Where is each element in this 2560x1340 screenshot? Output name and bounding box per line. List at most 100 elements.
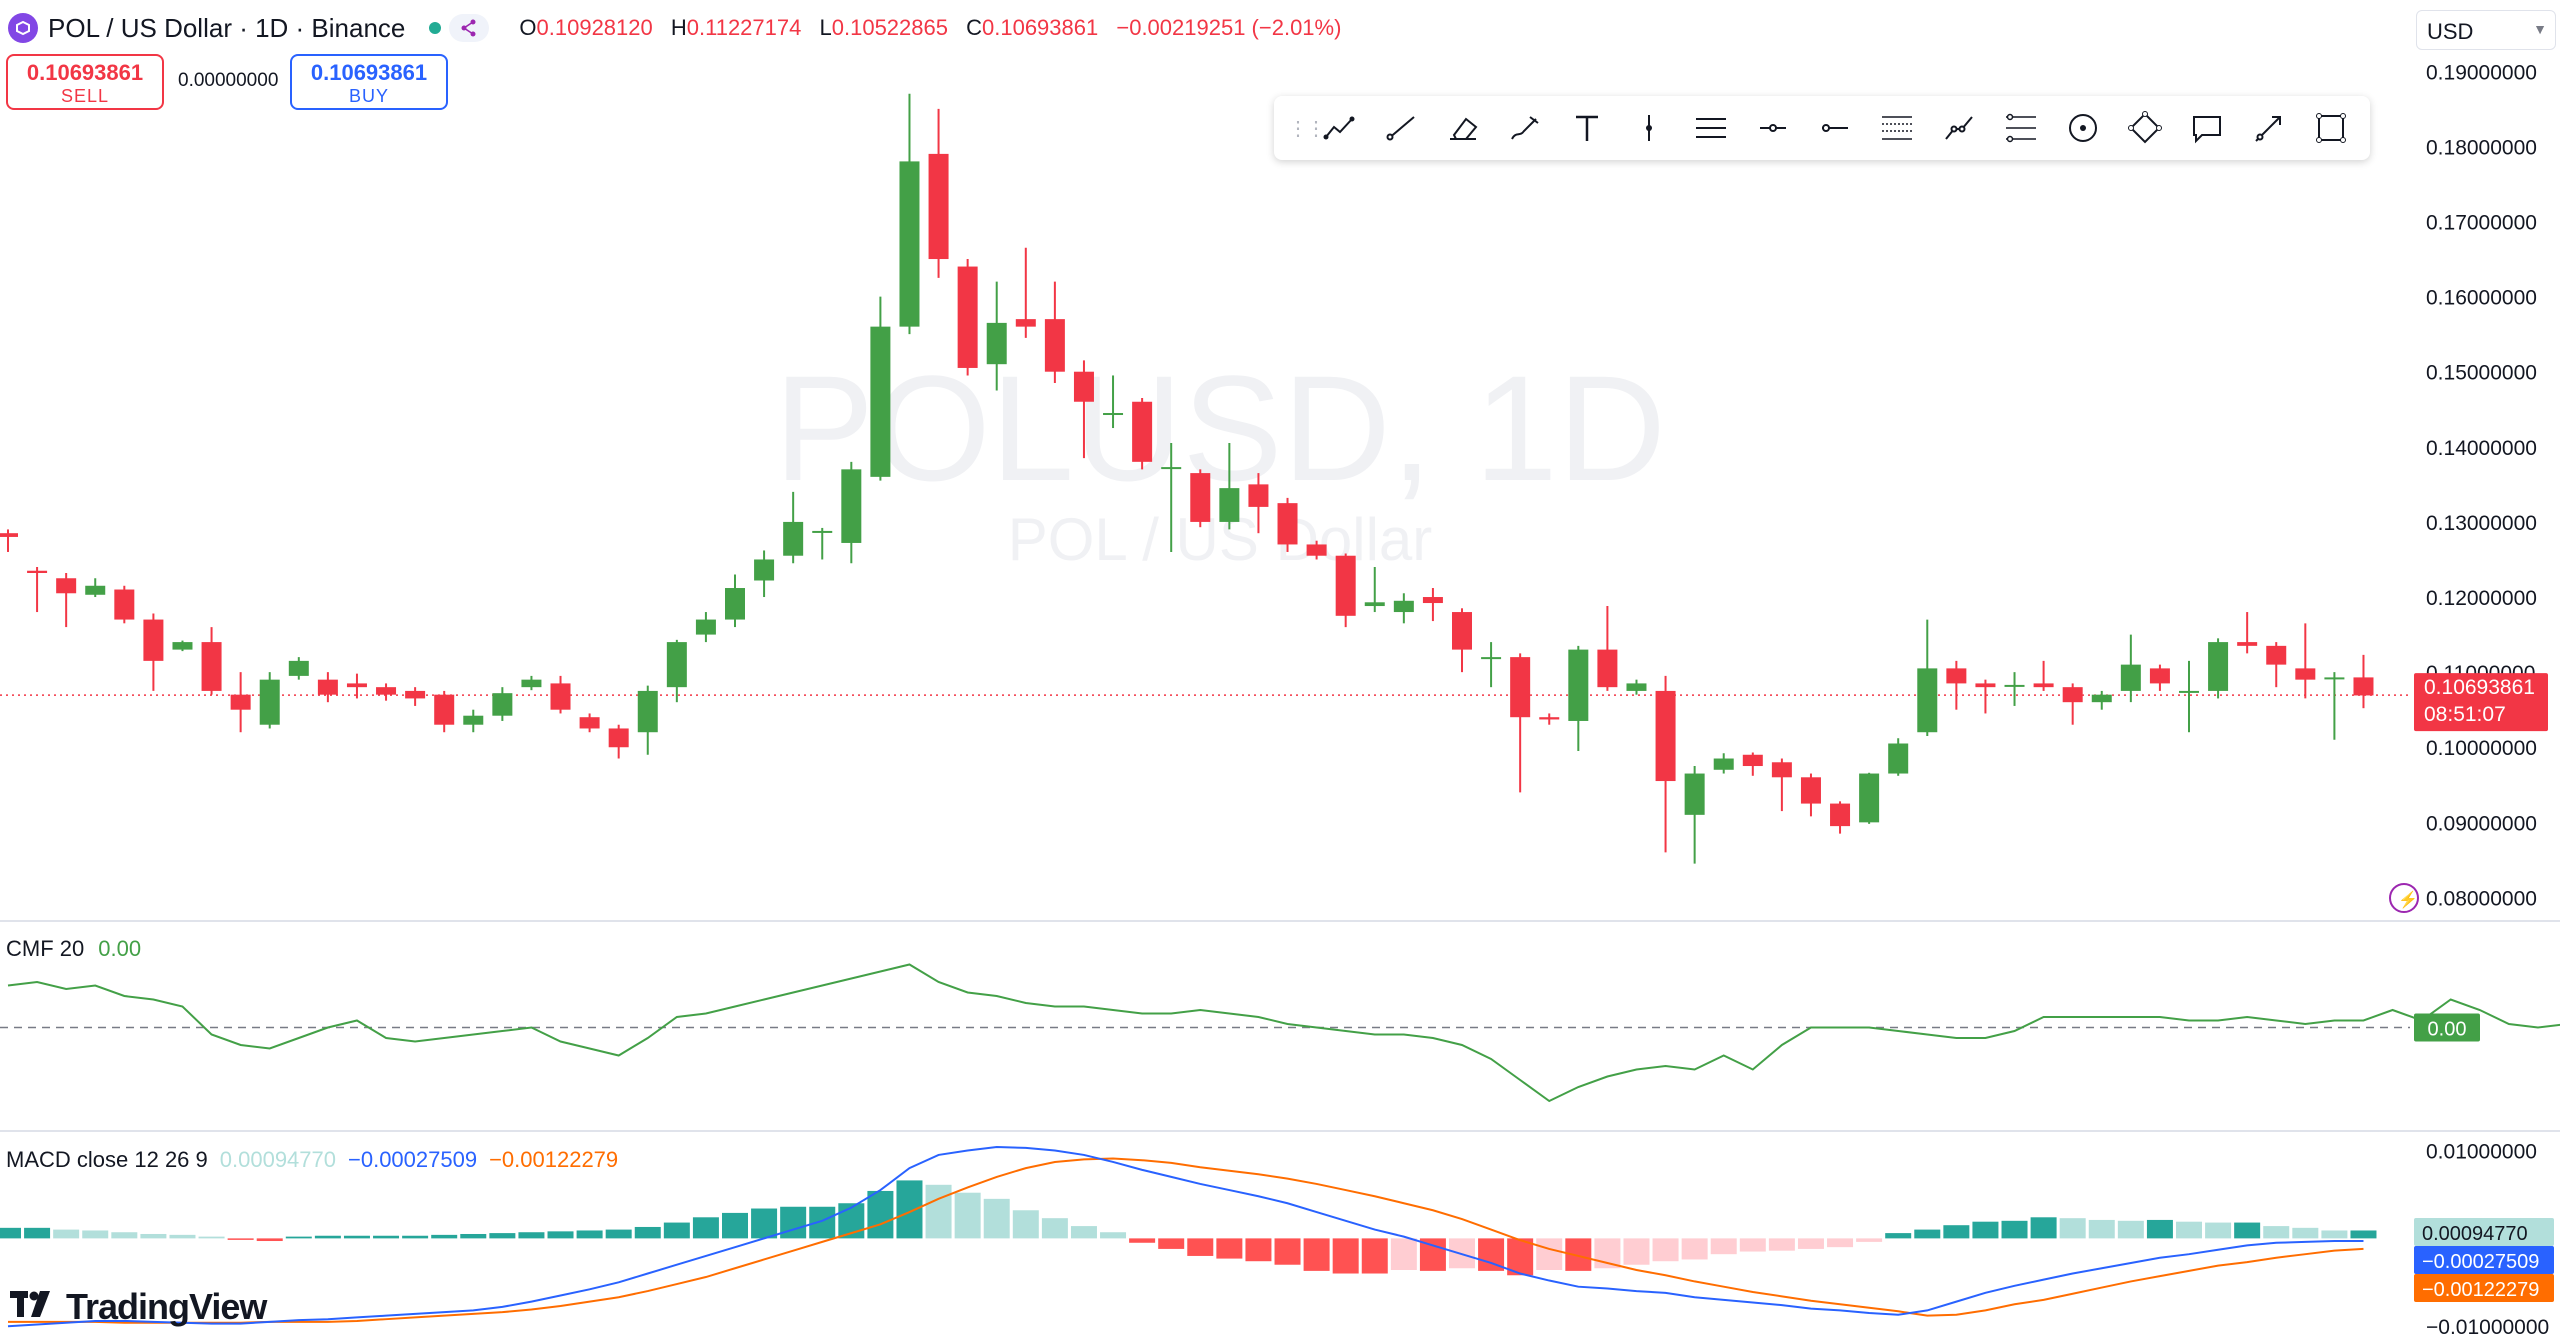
horizontal-ray-tool-button[interactable] [1742, 102, 1804, 154]
candle-body [1452, 612, 1472, 650]
candle-body [1219, 488, 1240, 522]
rectangle-icon [2316, 113, 2346, 143]
low-key: L [819, 15, 832, 40]
vertical-line-tool-button[interactable] [1618, 102, 1680, 154]
candle-body [85, 585, 106, 595]
candle [1684, 766, 1705, 864]
macd-histogram-bar [2001, 1220, 2028, 1239]
parallel-lines-icon [1696, 118, 1726, 138]
macd-histogram-bar [1361, 1238, 1388, 1274]
candle [608, 724, 629, 759]
macd-histogram-bar [634, 1226, 661, 1239]
price-axis-tick: 0.09000000 [2426, 812, 2537, 835]
horizontal-line-tool-button[interactable] [1804, 102, 1866, 154]
candle [1771, 758, 1792, 812]
candle-body [2208, 642, 2229, 691]
candle-body [1975, 683, 1996, 688]
price-axis-tick: 0.14000000 [2426, 437, 2537, 460]
candle-body [2004, 684, 2025, 687]
sell-button[interactable]: 0.10693861 SELL [6, 54, 164, 110]
macd-histogram-bar [2176, 1221, 2202, 1239]
candle-body [2062, 687, 2083, 703]
share-badge[interactable] [449, 14, 490, 42]
candle [2033, 660, 2054, 691]
candle-body [1510, 657, 1531, 718]
rotated-rectangle-tool-button[interactable] [2114, 102, 2176, 154]
candle [928, 108, 949, 278]
market-status-icon[interactable] [429, 22, 442, 34]
ray-tool-button[interactable] [1370, 102, 1432, 154]
trend-line-tool-button[interactable] [1308, 102, 1370, 154]
cmf-legend[interactable]: CMF 20 0.00 [6, 936, 141, 962]
macd-histogram-bar [256, 1238, 283, 1242]
macd-histogram-bar [431, 1234, 458, 1239]
fib-channel-tool-button[interactable] [1990, 102, 2052, 154]
candle [2353, 654, 2374, 709]
buy-button[interactable]: 0.10693861 BUY [290, 54, 448, 110]
candle [1800, 773, 1821, 817]
candle-body [1626, 683, 1647, 691]
circle-tool-button[interactable] [2052, 102, 2114, 154]
macd-histogram-bar [1797, 1238, 1824, 1249]
rectangle-tool-button[interactable] [2300, 102, 2362, 154]
macd-line-badge [2414, 1246, 2554, 1274]
candle-body [463, 715, 484, 725]
candle [1859, 772, 1880, 824]
fib-retracement-icon [1882, 116, 1912, 140]
parallel-lines-tool-button[interactable] [1680, 102, 1742, 154]
candle [2091, 690, 2112, 710]
candle-body [1946, 668, 1967, 684]
macd-histogram-bar [53, 1229, 80, 1239]
candle-body [1742, 754, 1763, 767]
path-tool-button[interactable] [1928, 102, 1990, 154]
macd-histogram-bar [925, 1184, 952, 1239]
drag-handle-icon[interactable]: ⋮⋮ [1288, 117, 1326, 140]
candle [579, 713, 600, 733]
tradingview-logo[interactable]: TradingView [10, 1284, 267, 1329]
candle-body [899, 161, 920, 327]
buy-label: BUY [348, 86, 389, 106]
price-axis-tick: 0.13000000 [2426, 512, 2537, 535]
candle [463, 709, 484, 733]
candle [2149, 664, 2170, 691]
symbol-title[interactable]: POL / US Dollar · 1D · Binance [48, 12, 406, 43]
candle [986, 281, 1007, 391]
text-tool-button[interactable] [1556, 102, 1618, 154]
candle-body [637, 690, 658, 733]
candle [1888, 738, 1909, 776]
candle-body [783, 521, 804, 556]
candle [1306, 540, 1327, 560]
macd-histogram-bar [1216, 1238, 1243, 1259]
circle-icon [2069, 114, 2097, 142]
candle [1975, 679, 1996, 714]
vertical-line-icon [1646, 115, 1652, 141]
callout-tool-button[interactable] [2176, 102, 2238, 154]
macd-histogram-bar [227, 1238, 254, 1240]
macd-histogram-bar [1390, 1238, 1417, 1270]
candle-body [405, 690, 426, 699]
candle [2237, 612, 2258, 654]
macd-histogram-bar [2059, 1218, 2086, 1239]
macd-histogram-bar [1914, 1229, 1941, 1239]
macd-histogram-bar [954, 1192, 981, 1239]
candle-body [1248, 484, 1269, 507]
macd-histogram-bar [1943, 1225, 1970, 1239]
eraser-tool-button[interactable] [1432, 102, 1494, 154]
candle [1132, 397, 1153, 470]
alert-ring [2389, 883, 2419, 913]
brush-tool-button[interactable] [1494, 102, 1556, 154]
currency-select[interactable]: USD ▼ [2416, 10, 2556, 50]
macd-histogram-bar [82, 1230, 109, 1239]
fib-retracement-tool-button[interactable] [1866, 102, 1928, 154]
candle [143, 613, 164, 691]
macd-histogram-bar [1536, 1238, 1563, 1270]
macd-legend[interactable]: MACD close 12 26 9 0.00094770 −0.00027509−… [6, 1147, 618, 1173]
macd-histogram-bar [1245, 1238, 1272, 1262]
candle [754, 550, 775, 598]
macd-histogram-bar [2088, 1219, 2115, 1239]
arrow-tool-button[interactable] [2238, 102, 2300, 154]
macd-histogram-bar [1827, 1238, 1854, 1248]
candle-body [1481, 657, 1502, 660]
